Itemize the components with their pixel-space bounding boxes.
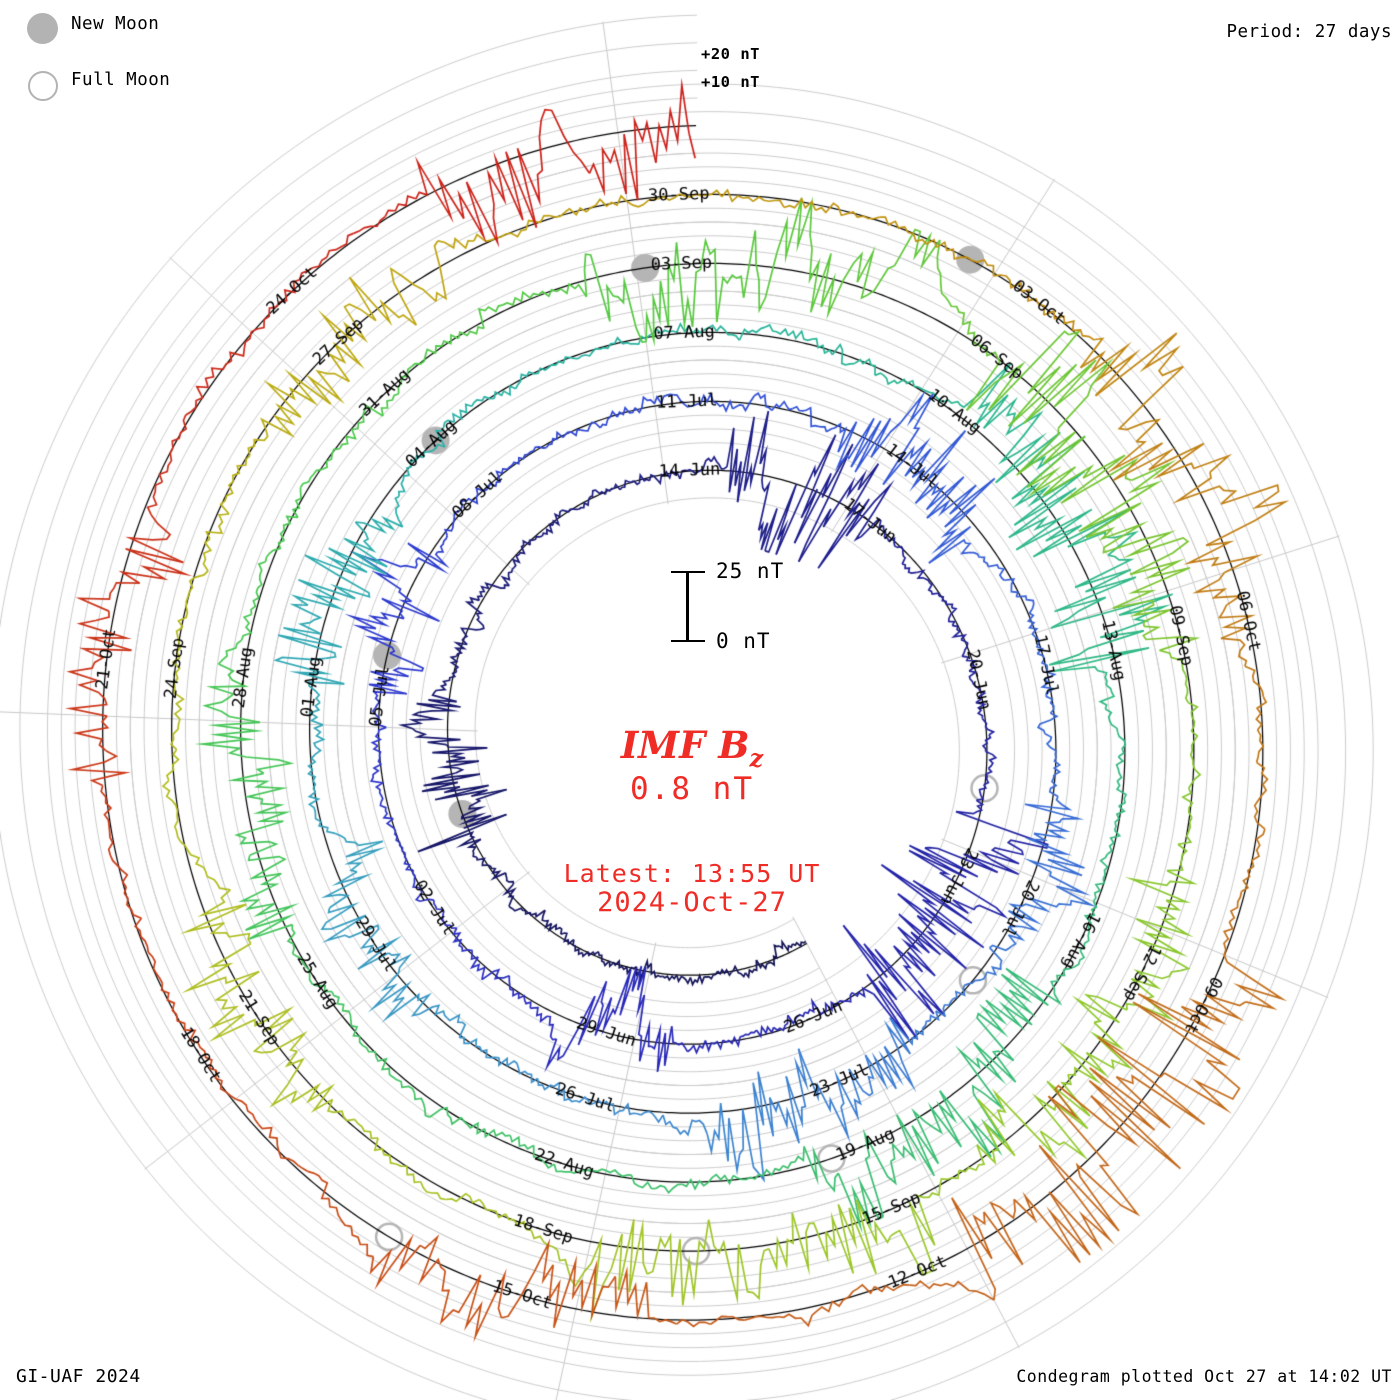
full-moon-icon	[28, 71, 58, 101]
full-moon-label: Full Moon	[71, 70, 171, 90]
level-label-plus10: +10 nT	[701, 73, 760, 91]
period-label: Period: 27 days	[1226, 22, 1392, 42]
level-label-plus20: +20 nT	[701, 45, 760, 63]
scale-top-label: 25 nT	[716, 559, 785, 583]
latest-date-label: 2024-Oct-27	[597, 887, 787, 918]
credit-label: GI-UAF 2024	[16, 1366, 141, 1387]
new-moon-label: New Moon	[71, 14, 160, 34]
scale-bottom-label: 0 nT	[716, 629, 771, 653]
new-moon-icon	[27, 13, 58, 44]
plot-current-value: 0.8 nT	[630, 771, 754, 807]
latest-time-label: Latest: 13:55 UT	[563, 859, 821, 888]
plotted-label: Condegram plotted Oct 27 at 14:02 UT	[1016, 1367, 1392, 1386]
plot-title: IMF Bz	[620, 723, 764, 773]
